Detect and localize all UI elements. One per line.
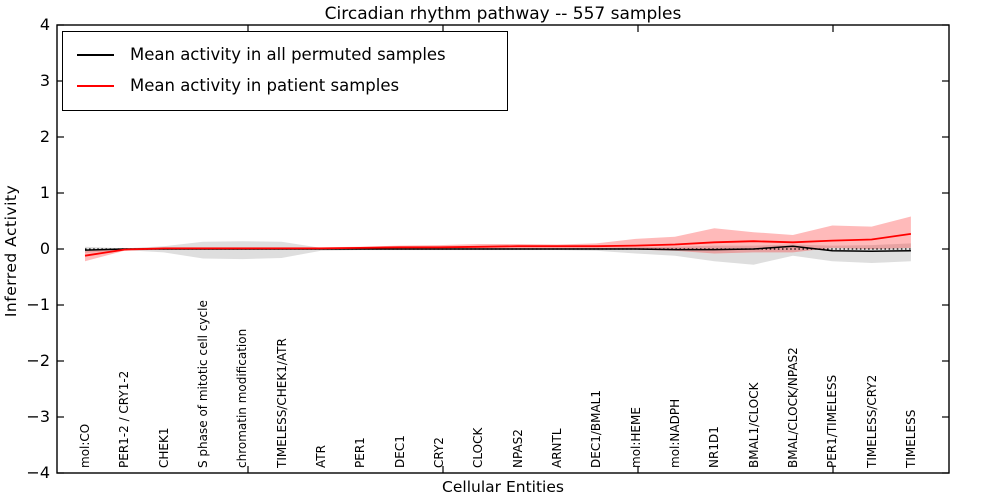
x-category-label: BMAL/CLOCK/NPAS2 — [785, 347, 800, 468]
x-category-label: mol:NADPH — [667, 398, 682, 468]
x-category-label: ARNTL — [549, 428, 564, 468]
x-category-label: PER1 — [353, 437, 368, 468]
permuted-range-band — [85, 241, 911, 265]
y-tick-label: −2 — [26, 351, 50, 370]
x-category-label: mol:HEME — [628, 407, 643, 468]
legend-label-patient: Mean activity in patient samples — [130, 76, 400, 95]
x-category-label: NPAS2 — [510, 429, 525, 468]
x-category-label: ATR — [313, 445, 328, 468]
permuted-line-swatch — [77, 53, 114, 56]
x-category-label: TIMELESS/CRY2 — [864, 374, 879, 468]
x-category-label: PER1/TIMELESS — [825, 374, 840, 468]
y-tick-label: 1 — [39, 183, 50, 202]
legend-row-permuted: Mean activity in all permuted samples — [63, 39, 507, 70]
x-category-label: mol:CO — [78, 423, 92, 468]
y-tick-label: 4 — [39, 15, 50, 34]
x-category-label: TIMELESS — [903, 409, 918, 468]
chart-title: Circadian rhythm pathway -- 557 samples — [324, 4, 682, 24]
x-axis-label: Cellular Entities — [442, 478, 564, 496]
x-category-label: CHEK1 — [156, 427, 171, 469]
legend-row-patient: Mean activity in patient samples — [63, 70, 507, 101]
x-category-label: TIMELESS/CHEK1/ATR — [274, 338, 289, 468]
y-tick-label: −4 — [26, 463, 50, 482]
x-category-label: NR1D1 — [707, 426, 722, 468]
x-category-label: chromatin modification — [235, 328, 250, 468]
x-category-label: PER1-2 / CRY1-2 — [117, 370, 132, 468]
x-category-label: CRY2 — [431, 437, 446, 468]
legend: Mean activity in all permuted samples Me… — [62, 31, 508, 111]
x-category-label: DEC1/BMAL1 — [589, 390, 604, 468]
y-tick-label: −3 — [26, 407, 50, 426]
patient-mean-line — [84, 233, 912, 257]
patient-line-swatch — [77, 84, 114, 87]
x-category-label: CLOCK — [471, 427, 486, 468]
y-tick-label: 2 — [39, 127, 50, 146]
y-tick-label: 3 — [39, 71, 50, 90]
y-tick-label: −1 — [26, 295, 50, 314]
legend-label-permuted: Mean activity in all permuted samples — [130, 45, 446, 64]
x-category-label: BMAL1/CLOCK — [746, 382, 761, 469]
y-tick-label: 0 — [39, 239, 50, 258]
x-category-label: S phase of mitotic cell cycle — [195, 300, 210, 468]
x-category-label: DEC1 — [392, 435, 407, 468]
